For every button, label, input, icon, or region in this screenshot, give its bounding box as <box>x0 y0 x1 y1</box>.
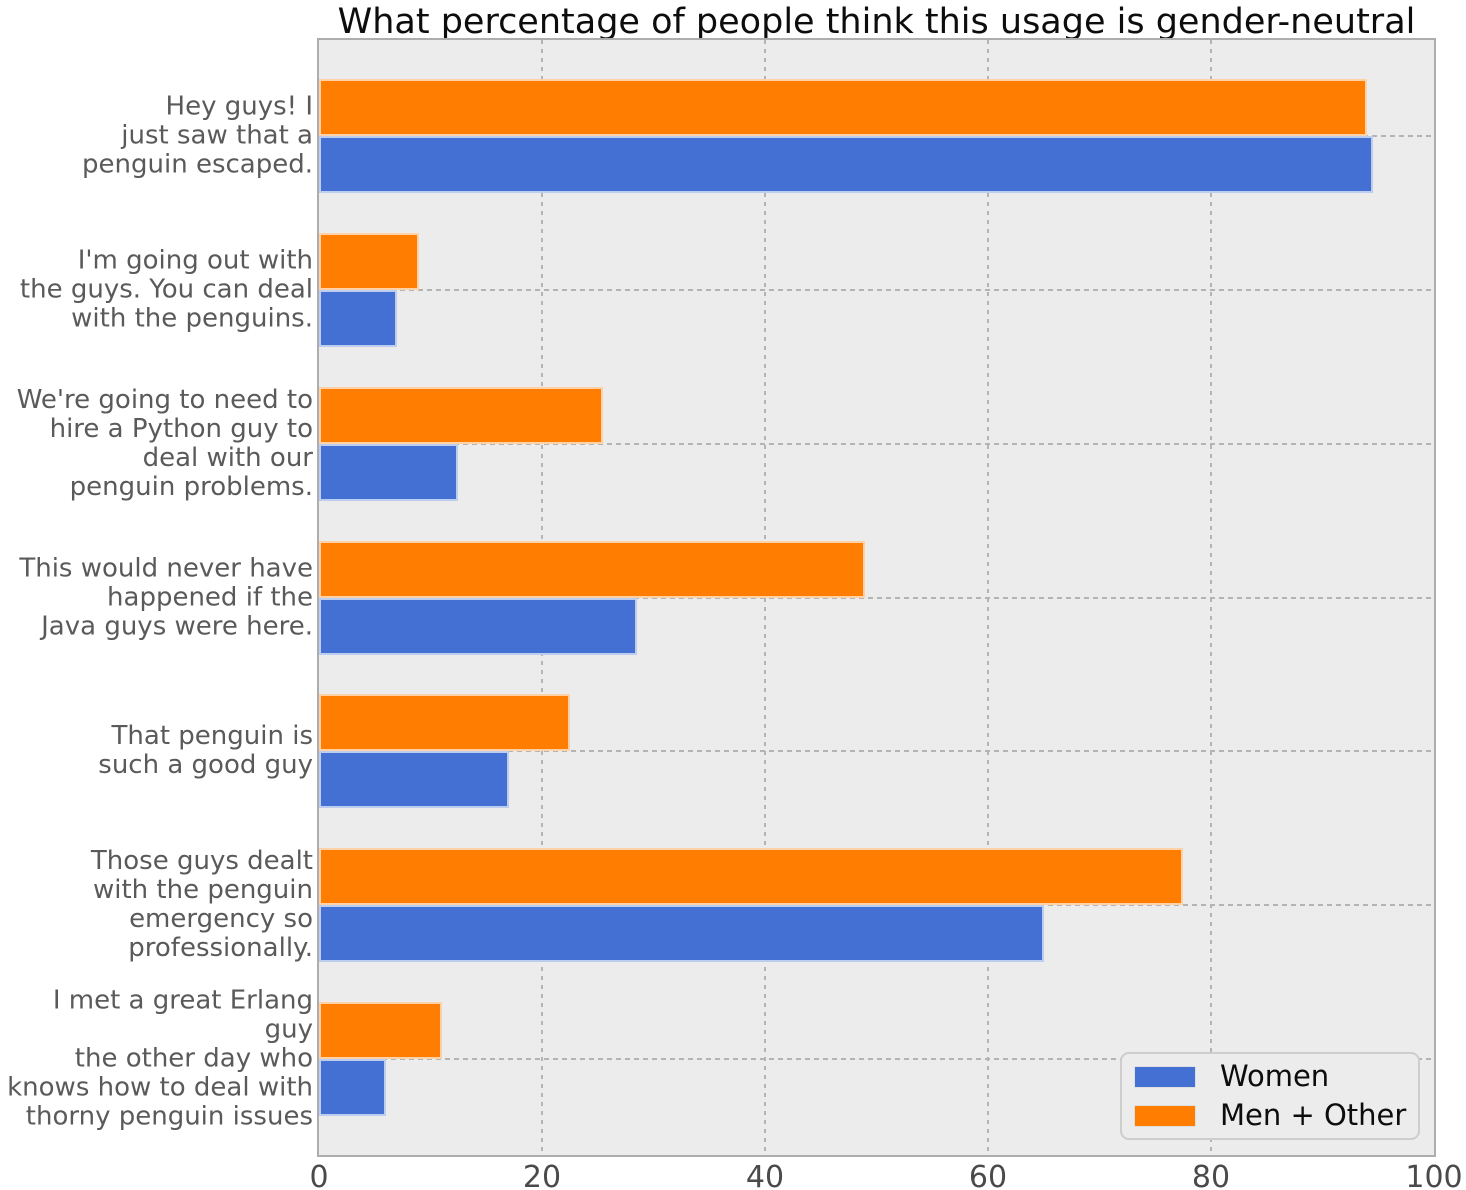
bar-women <box>319 289 398 347</box>
legend: Women Men + Other <box>1120 1052 1420 1140</box>
legend-label-women: Women <box>1220 1059 1330 1093</box>
bar-men-other <box>319 694 570 752</box>
bar-men-other <box>319 848 1184 906</box>
category-label: That penguin is such a good guy <box>98 721 313 781</box>
x-tick-label-40: 40 <box>745 1160 785 1190</box>
bar-women <box>319 1059 386 1116</box>
category-label: Hey guys! I just saw that a penguin esca… <box>82 91 313 180</box>
category-label: I met a great Erlang guy the other day w… <box>7 985 313 1132</box>
bar-women <box>319 443 459 501</box>
x-tick-label-20: 20 <box>522 1160 562 1190</box>
bar-women <box>319 905 1044 963</box>
x-tick-label-0: 0 <box>309 1160 329 1190</box>
bar-men-other <box>319 386 604 444</box>
bar-women <box>319 597 637 655</box>
bar-men-other <box>319 540 866 598</box>
x-tick-label-100: 100 <box>1405 1160 1463 1190</box>
x-tick-label-60: 60 <box>968 1160 1008 1190</box>
legend-label-men-other: Men + Other <box>1220 1098 1407 1132</box>
category-label: Those guys dealt with the penguin emerge… <box>90 846 313 964</box>
bar-men-other <box>319 232 420 290</box>
bar-men-other <box>319 79 1368 136</box>
category-label: We're going to need to hire a Python guy… <box>16 384 313 502</box>
legend-swatch-women <box>1134 1065 1196 1088</box>
category-label: This would never have happened if the Ja… <box>19 553 313 641</box>
gridline-y-1 <box>319 288 1434 291</box>
bar-women <box>319 136 1373 193</box>
legend-swatch-men-other <box>1134 1104 1196 1127</box>
category-label: I'm going out with the guys. You can dea… <box>19 245 313 334</box>
gridline-y-4 <box>319 750 1434 753</box>
gridline-y-2 <box>319 442 1434 445</box>
legend-item-women: Women <box>1122 1062 1418 1091</box>
x-tick-label-80: 80 <box>1191 1160 1231 1190</box>
plot-area: Women Men + Other <box>317 38 1436 1157</box>
gridline-y-6 <box>319 1058 1434 1060</box>
gridline-y-3 <box>319 596 1434 599</box>
bar-men-other <box>319 1002 442 1059</box>
legend-item-men-other: Men + Other <box>1122 1101 1418 1130</box>
bar-women <box>319 751 509 809</box>
chart-title: What percentage of people think this usa… <box>337 2 1416 42</box>
